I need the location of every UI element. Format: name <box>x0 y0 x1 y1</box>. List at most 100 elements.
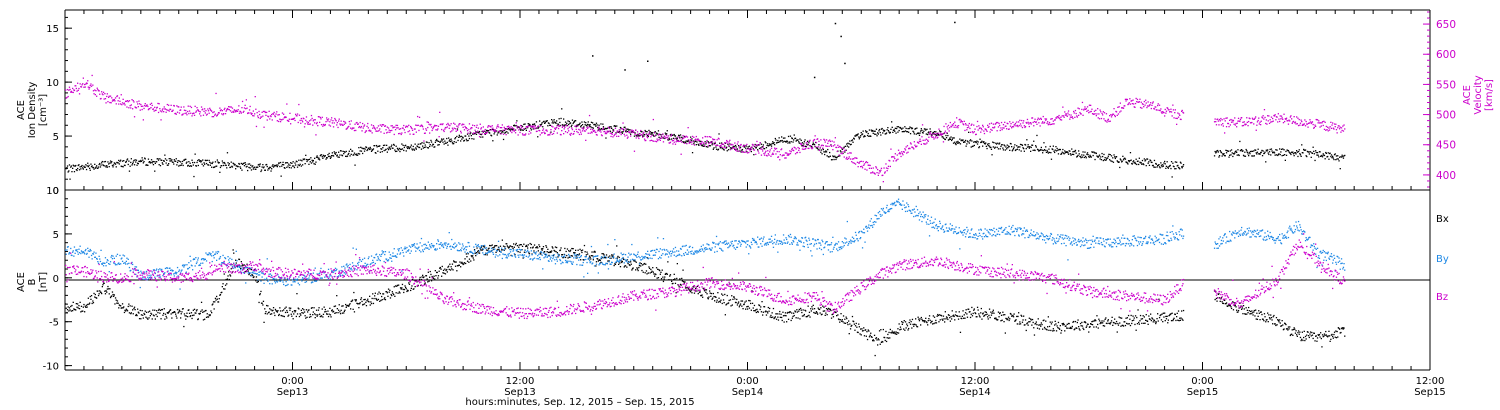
data-point-velocity <box>214 113 217 115</box>
data-point-Bx <box>266 313 268 315</box>
data-point-velocity <box>910 143 912 145</box>
data-point-density <box>493 133 495 135</box>
data-point-velocity <box>76 90 78 92</box>
data-point-density <box>907 128 909 130</box>
data-point-velocity <box>722 143 724 145</box>
data-point-velocity <box>557 127 560 130</box>
data-point-velocity <box>224 107 226 109</box>
data-point-density <box>401 143 403 145</box>
data-point-velocity <box>1320 122 1322 124</box>
data-point-velocity <box>1033 120 1036 123</box>
data-point-velocity <box>1110 114 1112 116</box>
data-point-density <box>419 143 421 145</box>
data-point-velocity <box>924 139 926 141</box>
data-point-density <box>1006 144 1008 146</box>
data-point-density <box>451 140 453 142</box>
data-point-density <box>429 145 431 148</box>
data-point-Bx <box>348 305 350 307</box>
data-point-velocity <box>463 129 466 131</box>
data-point-velocity <box>1163 112 1165 114</box>
data-point-velocity <box>269 115 272 117</box>
data-point-velocity <box>669 141 672 143</box>
data-point-velocity <box>1016 124 1018 127</box>
data-point-Bx <box>195 310 198 312</box>
data-point-velocity <box>89 86 91 89</box>
data-point-velocity <box>1006 128 1008 130</box>
data-point-density <box>1024 144 1027 146</box>
data-point-velocity <box>943 125 945 128</box>
data-point-velocity <box>1234 117 1236 119</box>
data-point-velocity <box>619 131 622 133</box>
data-point-velocity <box>1315 118 1317 121</box>
data-point-density <box>77 167 79 170</box>
data-point-velocity <box>874 173 876 175</box>
data-point-velocity <box>147 105 149 108</box>
data-point-density <box>1040 148 1042 151</box>
data-point-velocity <box>900 155 902 158</box>
data-point-density <box>777 141 780 143</box>
data-point-velocity <box>295 113 297 115</box>
data-point-velocity <box>1338 125 1340 127</box>
data-point-density <box>1285 154 1288 156</box>
data-point-density <box>178 160 181 162</box>
data-point-velocity <box>432 126 435 128</box>
data-point-velocity <box>829 140 831 143</box>
data-point-velocity <box>877 174 879 176</box>
data-point-Bx <box>426 278 428 280</box>
data-point-velocity <box>262 115 264 117</box>
data-point-velocity <box>713 143 715 146</box>
data-point-velocity <box>90 83 92 85</box>
data-point-velocity <box>925 138 927 140</box>
data-point-Bx <box>104 290 106 292</box>
data-point-density <box>480 133 483 136</box>
data-point-velocity <box>1023 125 1025 127</box>
data-point-velocity <box>1100 111 1102 113</box>
data-point-velocity <box>1084 106 1086 108</box>
data-point-density <box>463 139 466 142</box>
right-tick-label: 400 <box>1436 170 1456 182</box>
data-point-Bx <box>243 264 246 266</box>
data-point-velocity <box>666 134 668 137</box>
data-point-Bx <box>323 306 325 308</box>
data-point-density <box>1121 160 1123 162</box>
data-point-density <box>952 137 954 139</box>
data-point-density <box>1297 151 1300 153</box>
data-point-velocity <box>838 154 840 156</box>
data-point-velocity <box>681 141 683 143</box>
data-point-density <box>521 125 524 127</box>
data-point-velocity <box>251 112 253 115</box>
data-point-density <box>154 170 156 172</box>
data-point-velocity <box>999 124 1001 127</box>
data-point-velocity <box>582 128 584 130</box>
data-point-velocity <box>238 105 240 107</box>
data-point-density <box>1139 162 1142 164</box>
data-point-Bx <box>117 302 119 304</box>
data-point-density <box>566 122 568 124</box>
data-point-velocity <box>496 125 498 127</box>
data-point-velocity <box>703 142 705 144</box>
data-point-velocity <box>856 161 859 163</box>
data-point-density <box>760 147 762 149</box>
data-point-density <box>1072 151 1074 153</box>
data-point-density <box>221 160 223 162</box>
data-point-Bx <box>310 307 313 309</box>
data-point-velocity <box>317 125 319 127</box>
data-point-Bx <box>448 268 450 271</box>
data-point-density <box>111 161 113 163</box>
data-point-Bx <box>298 315 301 318</box>
data-point-velocity <box>641 134 643 136</box>
data-point-density <box>392 147 394 149</box>
data-point-velocity <box>669 142 671 144</box>
data-point-velocity <box>1246 117 1248 119</box>
data-point-density <box>584 124 586 126</box>
data-point-velocity <box>1260 124 1262 126</box>
data-point-density <box>1091 151 1094 153</box>
data-point-density <box>340 150 342 152</box>
data-point-velocity <box>294 119 296 122</box>
data-point-velocity <box>650 139 653 141</box>
data-point-velocity <box>1074 116 1076 118</box>
data-point-density <box>597 129 599 131</box>
data-point-velocity <box>513 130 515 132</box>
data-point-velocity <box>427 121 429 123</box>
data-point-velocity <box>755 153 757 155</box>
